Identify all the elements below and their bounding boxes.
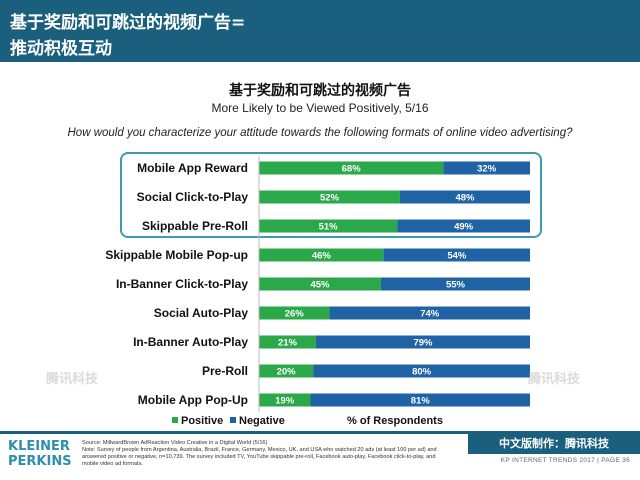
category-label: Mobile App Pop-Up xyxy=(138,393,248,407)
category-label: Skippable Pre-Roll xyxy=(142,219,248,233)
header-title-line2: 推动积极互动 xyxy=(10,39,112,59)
positive-bar xyxy=(259,364,314,378)
positive-bar xyxy=(259,393,311,407)
category-label: Pre-Roll xyxy=(202,364,248,378)
bar-value-label: 19% xyxy=(275,396,295,407)
bar-value-label: 54% xyxy=(447,251,467,262)
bar-value-label: 48% xyxy=(455,193,475,204)
negative-bar xyxy=(310,393,530,407)
logo-line1: KLEINER xyxy=(8,439,70,454)
watermark-right: 腾讯科技 xyxy=(528,372,581,387)
bar-value-label: 51% xyxy=(319,222,339,233)
bar-value-label: 32% xyxy=(477,164,497,175)
bar-value-label: 68% xyxy=(342,164,362,175)
category-label: Social Click-to-Play xyxy=(137,190,249,204)
negative-bar xyxy=(315,335,530,349)
negative-bar xyxy=(399,190,530,204)
positive-bar xyxy=(259,219,398,233)
bar-value-label: 45% xyxy=(310,280,330,291)
negative-bar xyxy=(329,306,530,320)
bar-value-label: 81% xyxy=(411,396,431,407)
category-label: Skippable Mobile Pop-up xyxy=(105,248,248,262)
chart-title: 基于奖励和可跳过的视频广告 xyxy=(229,83,411,99)
watermark-left: 腾讯科技 xyxy=(46,372,99,387)
category-label: In-Banner Auto-Play xyxy=(133,335,248,349)
bar-value-label: 52% xyxy=(320,193,340,204)
category-label: In-Banner Click-to-Play xyxy=(116,277,248,291)
legend-negative-swatch xyxy=(230,417,236,423)
negative-bar xyxy=(443,161,530,175)
legend-positive-label: Positive xyxy=(181,415,223,427)
highlight-box xyxy=(120,152,542,238)
positive-bar xyxy=(259,161,444,175)
category-label: Mobile App Reward xyxy=(137,161,248,175)
survey-question: How would you characterize your attitude… xyxy=(67,127,573,139)
negative-bar xyxy=(383,248,530,262)
positive-bar xyxy=(259,248,384,262)
bar-value-label: 55% xyxy=(446,280,466,291)
negative-bar xyxy=(380,277,530,291)
positive-bar xyxy=(259,306,330,320)
header-title-line1: 基于奖励和可跳过的视频广告= xyxy=(10,13,246,33)
bar-value-label: 26% xyxy=(285,309,305,320)
footer-notes: Source: MillwardBrown AdReaction Video C… xyxy=(82,440,442,468)
bar-value-label: 79% xyxy=(413,338,433,349)
bar-value-label: 49% xyxy=(454,222,474,233)
positive-bar xyxy=(259,190,400,204)
chart-subtitle: More Likely to be Viewed Positively, 5/1… xyxy=(211,101,429,115)
negative-bar xyxy=(313,364,530,378)
cn-version-badge: 中文版制作：腾讯科技 xyxy=(468,434,640,454)
bar-value-label: 46% xyxy=(312,251,332,262)
source-text: Source: MillwardBrown AdReaction Video C… xyxy=(82,440,268,446)
bar-value-label: 80% xyxy=(412,367,432,378)
page-footer-text: KP INTERNET TRENDS 2017 | PAGE 36 xyxy=(500,457,630,464)
legend-positive-swatch xyxy=(172,417,178,423)
bar-value-label: 74% xyxy=(420,309,440,320)
x-axis-label: % of Respondents xyxy=(347,415,443,427)
negative-bar xyxy=(397,219,530,233)
header-band: 基于奖励和可跳过的视频广告= 推动积极互动 xyxy=(0,0,640,62)
bar-value-label: 20% xyxy=(277,367,297,378)
logo-line2: PERKINS xyxy=(8,454,72,469)
category-label: Social Auto-Play xyxy=(154,306,249,320)
bar-value-label: 21% xyxy=(278,338,298,349)
kleiner-perkins-logo: KLEINER PERKINS xyxy=(8,439,72,469)
positive-bar xyxy=(259,277,381,291)
footer-divider xyxy=(0,431,640,434)
positive-bar xyxy=(259,335,316,349)
note-text: Note: Survey of people from Argentina, A… xyxy=(82,447,437,467)
legend-negative-label: Negative xyxy=(239,415,285,427)
